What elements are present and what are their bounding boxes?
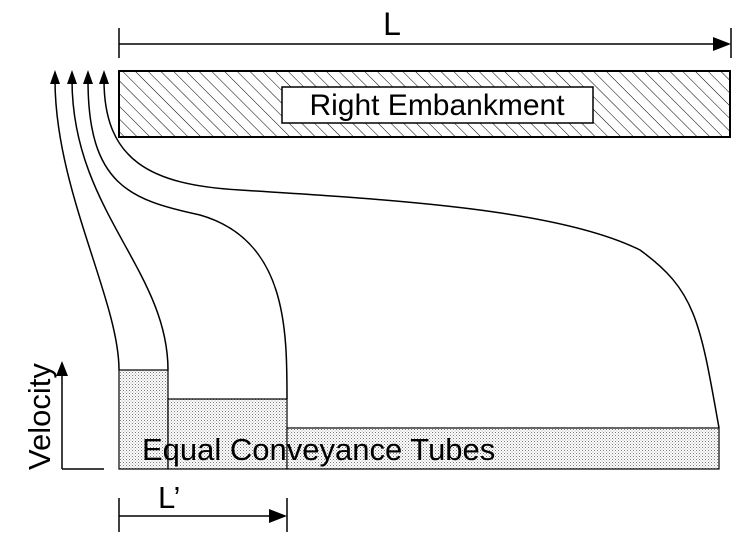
- tubes-label: Equal Conveyance Tubes: [142, 432, 495, 467]
- velocity-axis: Velocity: [22, 361, 68, 470]
- conveyance-tubes: Equal Conveyance Tubes: [118, 369, 720, 470]
- tube-3: [286, 427, 720, 470]
- streamline-arrowheads: [50, 70, 109, 84]
- length-l-prime-dimension: L’: [118, 480, 288, 532]
- length-l-prime-arrowhead: [269, 509, 287, 523]
- embankment-label: Right Embankment: [309, 89, 565, 122]
- streamline-1: [54, 79, 120, 371]
- velocity-axis-label: Velocity: [22, 363, 57, 470]
- length-l-prime-label: L’: [158, 480, 180, 515]
- arrowhead-3: [83, 70, 93, 84]
- arrowhead-4: [99, 70, 109, 84]
- length-l-label: L: [383, 6, 401, 42]
- arrowhead-1: [50, 70, 60, 84]
- velocity-axis-arrowhead: [56, 361, 68, 376]
- arrowhead-2: [67, 70, 77, 84]
- length-l-arrowhead: [713, 37, 731, 51]
- tube-1: [118, 369, 169, 470]
- streamlines: [54, 79, 720, 429]
- streamline-3: [87, 79, 288, 400]
- tube-2: [167, 398, 288, 470]
- length-l-dimension: L: [118, 6, 732, 58]
- streamline-4: [103, 79, 720, 429]
- streamline-2: [71, 79, 169, 371]
- right-embankment: Right Embankment: [118, 70, 731, 138]
- embankment-label-box: [281, 86, 594, 124]
